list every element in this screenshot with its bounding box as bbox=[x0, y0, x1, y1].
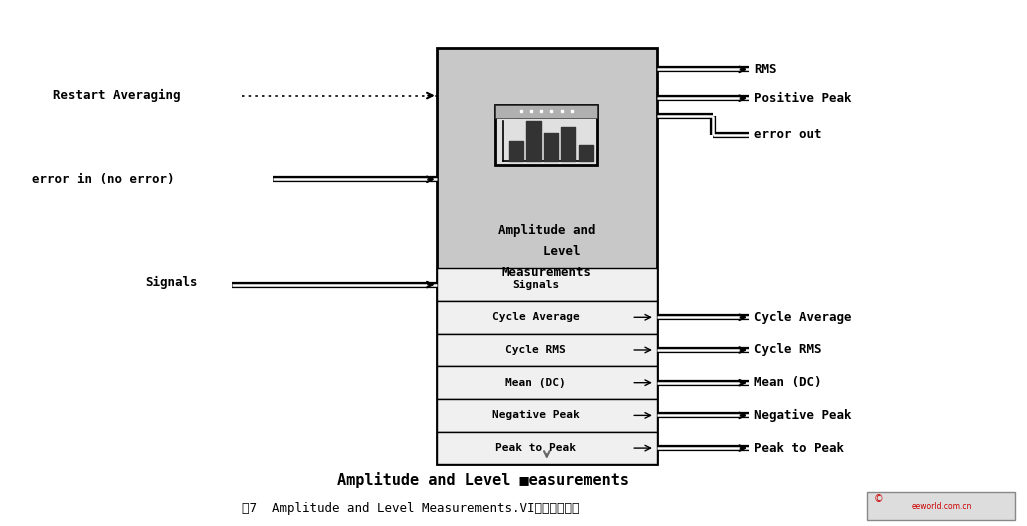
Text: Negative Peak: Negative Peak bbox=[492, 410, 579, 420]
Text: Cycle Average: Cycle Average bbox=[754, 311, 851, 324]
Text: error in (no error): error in (no error) bbox=[32, 173, 175, 186]
Bar bbox=[436, 366, 657, 399]
Text: Peak to Peak: Peak to Peak bbox=[754, 442, 844, 454]
Bar bbox=[436, 48, 657, 464]
Bar bbox=[867, 492, 1016, 520]
Text: Cycle RMS: Cycle RMS bbox=[754, 343, 822, 357]
Text: Cycle RMS: Cycle RMS bbox=[505, 345, 566, 355]
Text: eeworld.com.cn: eeworld.com.cn bbox=[911, 502, 972, 511]
Text: Restart Averaging: Restart Averaging bbox=[52, 89, 180, 102]
Text: Peak to Peak: Peak to Peak bbox=[495, 443, 576, 453]
Bar bbox=[495, 105, 598, 118]
Bar bbox=[436, 399, 657, 432]
Text: error out: error out bbox=[754, 128, 822, 141]
Bar bbox=[436, 432, 657, 464]
Text: Amplitude and Level ■easurements: Amplitude and Level ■easurements bbox=[337, 472, 629, 488]
Text: 图7  Amplitude and Level Measurements.VI的功能引脚图: 图7 Amplitude and Level Measurements.VI的功… bbox=[242, 502, 580, 515]
Text: Signals: Signals bbox=[145, 276, 197, 288]
Text: RMS: RMS bbox=[754, 63, 776, 76]
Text: Mean (DC): Mean (DC) bbox=[505, 378, 566, 388]
Text: Negative Peak: Negative Peak bbox=[754, 409, 851, 422]
Bar bbox=[436, 333, 657, 366]
Text: Mean (DC): Mean (DC) bbox=[754, 376, 822, 389]
Text: Signals: Signals bbox=[512, 279, 560, 290]
Bar bbox=[495, 105, 598, 165]
Text: Amplitude and
    Level
Measurements: Amplitude and Level Measurements bbox=[498, 224, 596, 279]
Text: Positive Peak: Positive Peak bbox=[754, 92, 851, 105]
Bar bbox=[436, 268, 657, 301]
Bar bbox=[436, 301, 657, 333]
Text: Cycle Average: Cycle Average bbox=[492, 312, 579, 322]
Text: ©: © bbox=[874, 494, 884, 504]
